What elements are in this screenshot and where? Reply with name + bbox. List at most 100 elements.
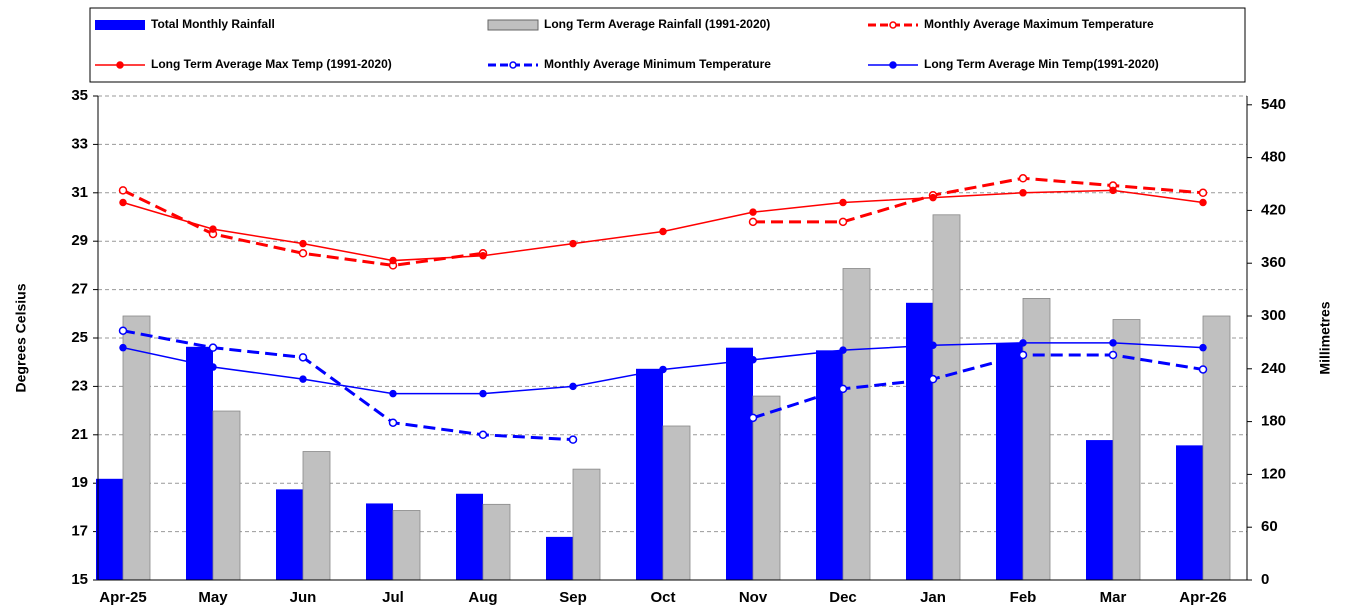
- line: [122, 329, 1204, 442]
- bar: [1112, 319, 1141, 581]
- y2-tick-label: 240: [1261, 360, 1286, 377]
- x-tick-label: Dec: [829, 589, 857, 606]
- bar: [1022, 297, 1051, 581]
- point: [119, 343, 127, 352]
- point: [569, 239, 577, 248]
- legend-label: Long Term Average Min Temp(1991-2020): [924, 57, 1159, 71]
- y2-tick-label: 0: [1261, 571, 1269, 588]
- point: [1018, 174, 1028, 183]
- x-tick-label: Nov: [739, 589, 768, 606]
- legend-swatch: [487, 19, 539, 31]
- legend-label: Monthly Average Minimum Temperature: [544, 57, 771, 71]
- y-tick-label: 35: [71, 87, 88, 104]
- x-tick-label: Mar: [1100, 589, 1127, 606]
- bar: [96, 478, 123, 580]
- bar: [996, 343, 1023, 580]
- y2-axis-title: Millimetres: [1317, 301, 1333, 374]
- bar: [842, 268, 871, 581]
- bar: [302, 451, 331, 581]
- bar: [122, 315, 151, 581]
- bar: [636, 368, 663, 580]
- x-tick-label: Jun: [290, 589, 317, 606]
- legend-label: Total Monthly Rainfall: [151, 17, 275, 31]
- point: [1198, 188, 1208, 198]
- bar: [572, 468, 601, 581]
- y-tick-label: 17: [71, 523, 88, 540]
- y-tick-label: 31: [71, 184, 88, 201]
- bar: [752, 395, 781, 581]
- y2-tick-label: 60: [1261, 518, 1278, 535]
- point: [389, 389, 397, 398]
- point: [749, 356, 757, 364]
- point: [569, 382, 577, 391]
- point: [839, 198, 847, 207]
- bar: [456, 493, 483, 580]
- bar: [932, 214, 961, 581]
- x-tick-label: Jul: [382, 589, 404, 606]
- legend-marker: [116, 61, 124, 69]
- y2-tick-label: 360: [1261, 254, 1286, 271]
- point: [929, 341, 937, 350]
- bar: [212, 410, 241, 581]
- x-tick-label: Apr-26: [1179, 589, 1227, 606]
- legend-label: Monthly Average Maximum Temperature: [924, 17, 1154, 31]
- bar: [482, 503, 511, 581]
- point: [119, 198, 127, 207]
- point: [1109, 339, 1117, 347]
- y2-tick-label: 300: [1261, 307, 1286, 324]
- point: [929, 193, 937, 202]
- point: [659, 227, 667, 236]
- bar: [816, 350, 843, 580]
- point: [118, 326, 128, 335]
- bar: [1086, 440, 1113, 580]
- point: [478, 430, 488, 440]
- point: [1019, 339, 1027, 347]
- bar: [1202, 315, 1231, 581]
- point: [388, 418, 398, 427]
- x-tick-label: Feb: [1010, 589, 1037, 606]
- point: [1018, 350, 1028, 360]
- x-tick-label: Oct: [650, 589, 675, 606]
- point: [298, 249, 308, 258]
- legend-label: Long Term Average Rainfall (1991-2020): [544, 17, 770, 31]
- y-tick-label: 25: [71, 329, 88, 346]
- bar: [276, 489, 303, 580]
- y2-tick-label: 180: [1261, 413, 1286, 430]
- y2-tick-label: 120: [1261, 465, 1286, 482]
- legend-marker: [509, 61, 517, 69]
- point: [839, 346, 847, 354]
- point: [479, 251, 487, 260]
- y-tick-label: 27: [71, 281, 88, 298]
- point: [208, 343, 218, 352]
- point: [749, 208, 757, 216]
- point: [659, 365, 667, 374]
- point: [479, 389, 487, 398]
- x-tick-label: Sep: [559, 589, 587, 606]
- y2-tick-label: 420: [1261, 201, 1286, 218]
- point: [748, 413, 758, 423]
- bar: [366, 503, 393, 580]
- legend-box: [89, 7, 1246, 83]
- point: [298, 353, 308, 362]
- legend-swatch: [95, 20, 145, 30]
- y2-tick-label: 540: [1261, 96, 1286, 113]
- bar: [906, 302, 933, 580]
- point: [299, 375, 307, 383]
- point: [928, 374, 938, 384]
- point: [1019, 189, 1027, 197]
- point: [568, 435, 578, 444]
- y-tick-label: 33: [71, 135, 88, 152]
- y-tick-label: 19: [71, 474, 88, 491]
- y-tick-label: 21: [71, 426, 88, 443]
- point: [748, 217, 758, 227]
- point: [209, 363, 217, 371]
- x-tick-label: Aug: [468, 589, 497, 606]
- y-tick-label: 29: [71, 232, 88, 249]
- y2-tick-label: 480: [1261, 149, 1286, 166]
- point: [1198, 365, 1208, 374]
- point: [209, 225, 217, 233]
- bar: [392, 510, 421, 581]
- x-tick-label: May: [198, 589, 228, 606]
- y-axis-title: Degrees Celsius: [13, 283, 29, 392]
